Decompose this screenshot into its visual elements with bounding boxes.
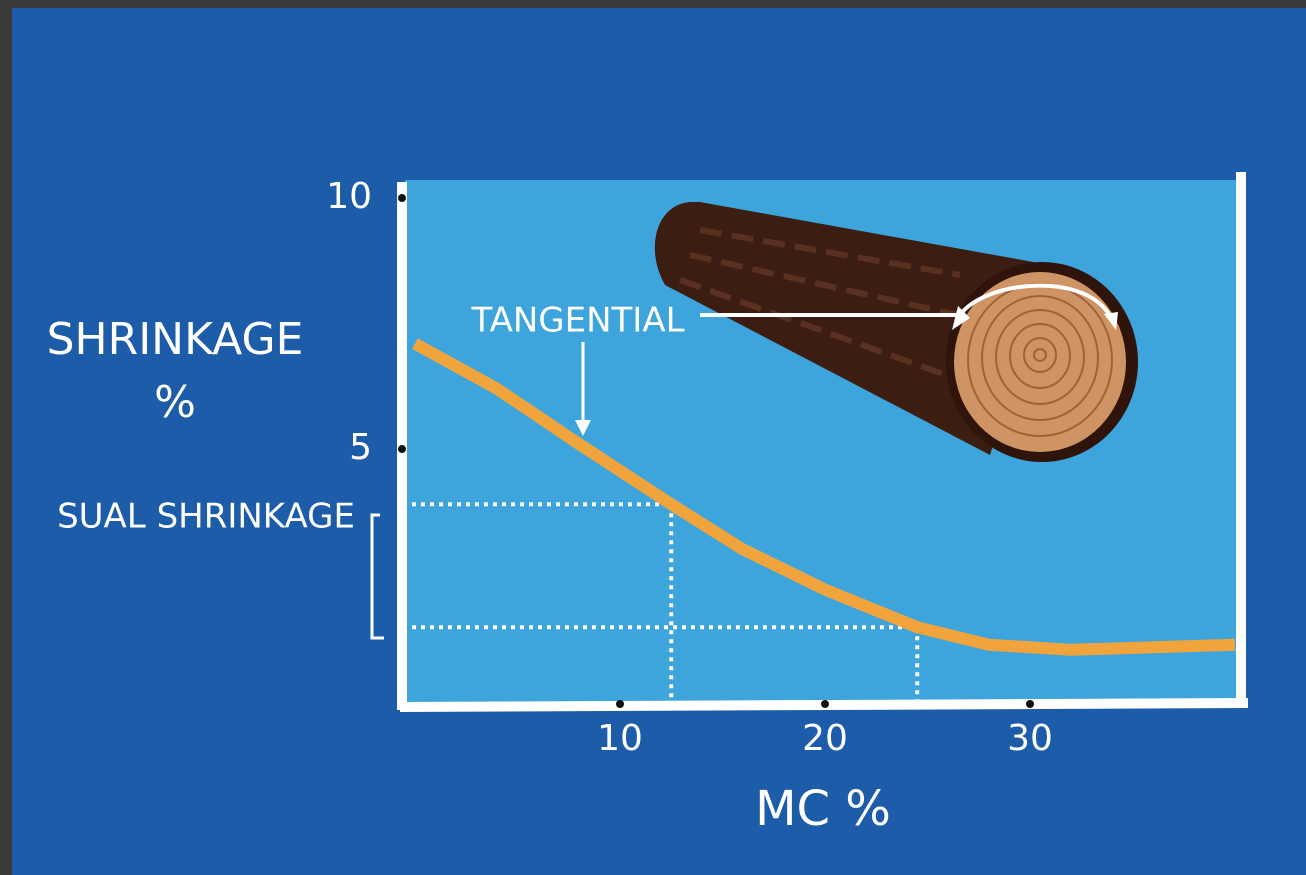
- y-tick: [398, 194, 406, 202]
- annotation-label: TANGENTIAL: [470, 301, 684, 341]
- y-axis-label: SHRINKAGE: [47, 314, 304, 365]
- x-tick: [821, 700, 829, 708]
- y-tick-label: 10: [326, 176, 372, 217]
- x-tick: [616, 700, 624, 708]
- slide: TANGENTIAL SUAL SHRINKAGE SHRINKAGE % MC…: [0, 0, 1306, 875]
- y-tick-label: 5: [349, 427, 372, 468]
- y-tick: [398, 445, 406, 453]
- x-axis-label: MC %: [755, 781, 891, 837]
- x-tick-label: 20: [802, 718, 848, 759]
- y-axis-label: %: [154, 377, 196, 428]
- annotation-label: SUAL SHRINKAGE: [57, 497, 355, 537]
- x-tick-label: 30: [1007, 718, 1053, 759]
- x-tick: [1026, 700, 1034, 708]
- x-tick-label: 10: [597, 718, 643, 759]
